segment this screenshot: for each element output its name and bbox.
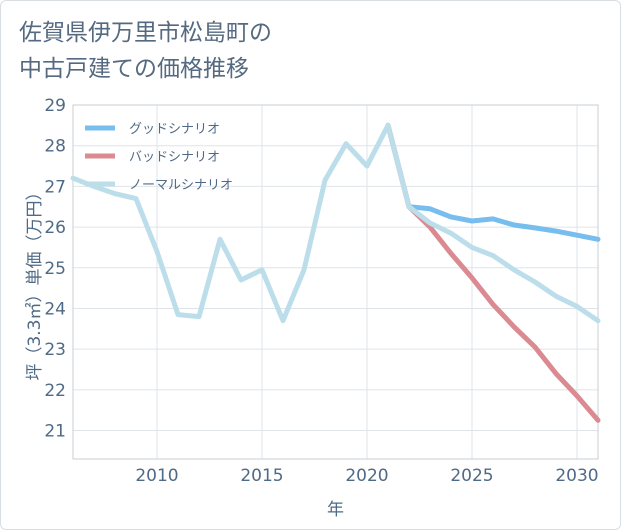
legend-label-good: グッドシナリオ <box>129 122 220 137</box>
y-tick-label: 22 <box>44 381 66 401</box>
series-line-bad <box>385 122 601 423</box>
tick-labels: 21 22 23 24 25 26 27 28 29 2010 2015 2020 2025 2030 <box>44 96 598 486</box>
legend-label-normal: ノーマルシナリオ <box>129 178 233 193</box>
y-tick-label: 27 <box>44 177 66 197</box>
x-axis-title: 年 <box>327 500 344 520</box>
x-tick-label: 2030 <box>555 466 598 486</box>
chart-title: 佐賀県伊万里市松島町の 中古戸建ての価格推移 <box>19 15 272 87</box>
x-tick-label: 2020 <box>345 466 388 486</box>
y-tick-label: 24 <box>44 299 66 319</box>
plot-area <box>72 104 599 460</box>
y-tick-label: 26 <box>44 218 66 238</box>
legend-label-bad: バッドシナリオ <box>129 150 220 165</box>
series-line-normal <box>70 122 601 324</box>
y-tick-label: 25 <box>44 259 66 279</box>
y-tick-label: 28 <box>44 137 66 157</box>
series-layer <box>70 122 601 423</box>
y-axis-title: 坪（3.3㎡）単価（万円） <box>25 183 45 380</box>
x-tick-label: 2010 <box>135 466 178 486</box>
x-tick-label: 2025 <box>450 466 493 486</box>
y-tick-label: 29 <box>44 96 66 116</box>
chart-title-line-1: 佐賀県伊万里市松島町の <box>19 20 272 46</box>
chart-title-line-2: 中古戸建ての価格推移 <box>19 56 249 82</box>
y-tick-label: 23 <box>44 340 66 360</box>
series-line-good <box>385 122 601 242</box>
x-tick-label: 2015 <box>240 466 283 486</box>
y-tick-label: 21 <box>44 422 66 442</box>
